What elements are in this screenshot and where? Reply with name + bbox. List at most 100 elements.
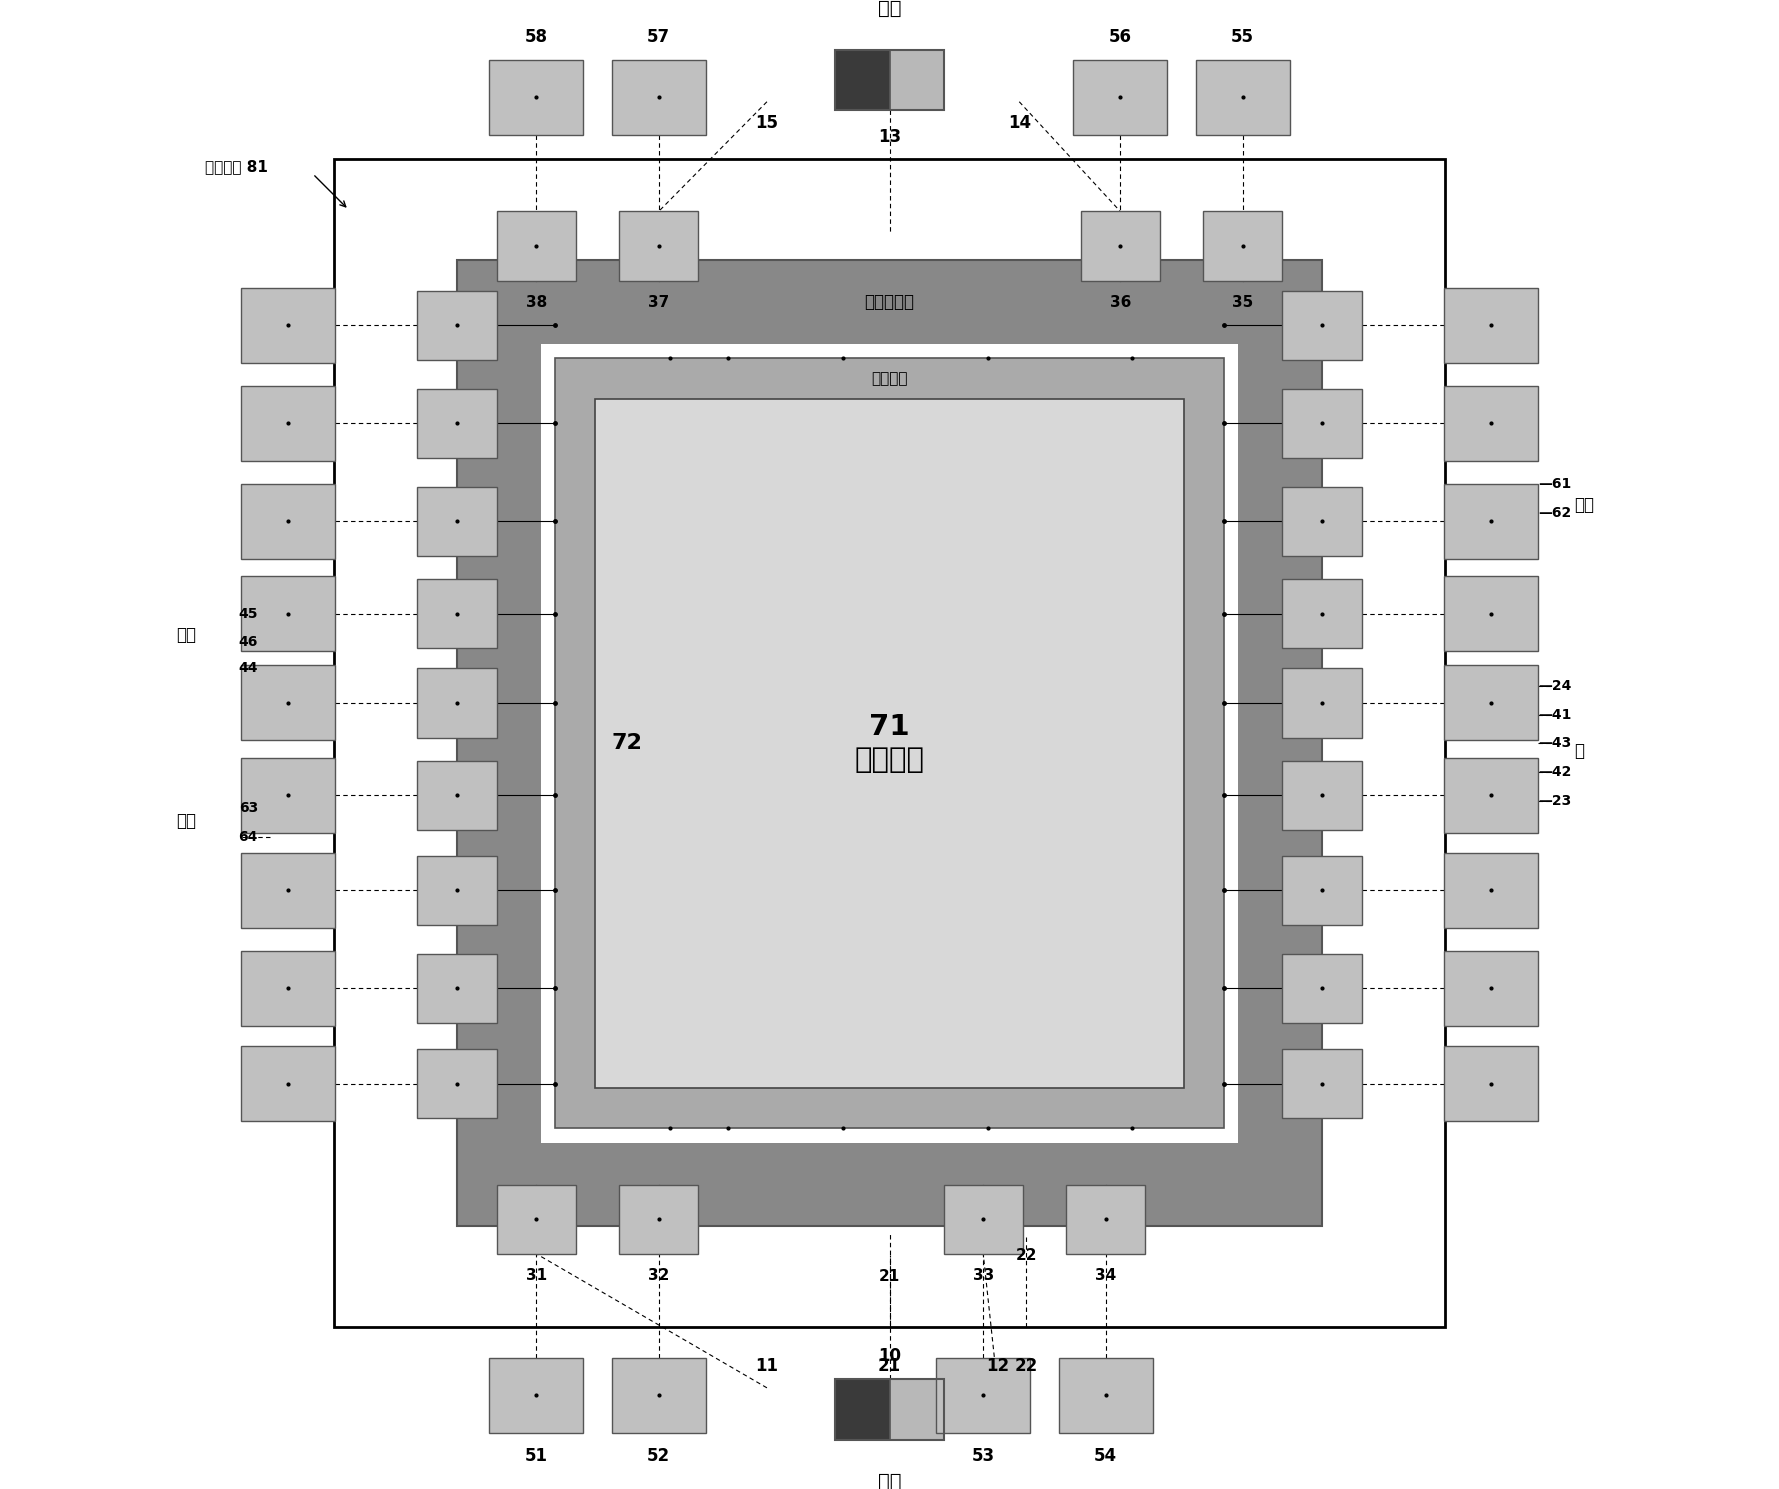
Bar [242,386,334,460]
Text: 电源级电路: 电源级电路 [865,293,914,311]
Bar [836,49,943,110]
Bar [242,853,334,928]
Bar [1445,576,1537,651]
Bar [242,287,334,363]
Bar [1445,853,1537,928]
Text: —62: —62 [1539,506,1571,520]
Bar [334,159,1445,1327]
Text: 21: 21 [879,1269,900,1285]
Bar [1283,579,1361,648]
Bar [418,669,496,737]
Bar [496,1185,576,1254]
Text: —43: —43 [1539,737,1571,750]
Bar [1445,287,1537,363]
Bar [1283,856,1361,925]
Text: 输出: 输出 [176,812,196,831]
Text: 电源: 电源 [176,627,196,645]
Bar [619,211,699,280]
Bar [1283,669,1361,737]
Bar [1283,389,1361,459]
Bar [1059,1358,1153,1432]
Bar [1445,386,1537,460]
Bar [1203,211,1283,280]
Bar [836,1379,890,1440]
Text: 64: 64 [238,829,258,844]
Text: 38: 38 [525,295,546,310]
Text: 36: 36 [1110,295,1131,310]
Bar [242,951,334,1026]
Text: 12: 12 [986,1356,1009,1376]
Bar [1283,761,1361,829]
Bar [242,758,334,832]
Text: 45: 45 [238,606,258,621]
Text: 55: 55 [1231,27,1254,46]
Bar [1445,1047,1537,1121]
Text: 地级电路: 地级电路 [872,371,907,386]
Bar [1066,1185,1146,1254]
Bar [242,484,334,558]
Bar [1283,290,1361,360]
Text: 13: 13 [879,128,900,146]
Text: 37: 37 [648,295,669,310]
Bar [1283,954,1361,1023]
Text: 71
集成电路: 71 集成电路 [854,713,925,774]
Bar [496,211,576,280]
Bar [418,856,496,925]
Bar [418,954,496,1023]
Bar [457,261,1322,1227]
Bar [890,1379,943,1440]
Text: 51: 51 [525,1447,548,1465]
Text: 34: 34 [1096,1269,1117,1284]
Text: 31: 31 [525,1269,546,1284]
Text: 33: 33 [973,1269,994,1284]
Bar [596,399,1183,1088]
Bar [555,359,1224,1129]
Bar [242,1047,334,1121]
Text: 封装结构 81: 封装结构 81 [205,159,267,174]
Text: 10: 10 [879,1346,900,1365]
Text: 56: 56 [1108,27,1131,46]
Bar [541,344,1238,1142]
Text: 52: 52 [648,1447,671,1465]
Bar [619,1185,699,1254]
Bar [1080,211,1160,280]
Bar [1445,484,1537,558]
Bar [936,1358,1030,1432]
Bar [596,399,1183,1088]
Text: 14: 14 [1007,115,1030,133]
Text: 11: 11 [756,1356,779,1376]
Text: 57: 57 [648,27,671,46]
Bar [890,49,943,110]
Text: —24: —24 [1539,679,1571,692]
Text: 54: 54 [1094,1447,1117,1465]
Text: —42: —42 [1539,765,1571,779]
Bar [242,666,334,740]
Bar [242,576,334,651]
Text: 22: 22 [1014,1356,1039,1376]
Text: 地: 地 [1574,742,1585,759]
Text: 输入: 输入 [1574,496,1594,515]
Text: 58: 58 [525,27,548,46]
Text: —23: —23 [1539,794,1571,809]
Bar [943,1185,1023,1254]
Bar [418,761,496,829]
Bar [418,389,496,459]
Bar [612,60,706,135]
Bar [836,49,890,110]
Bar [418,1050,496,1118]
Text: 46: 46 [238,636,258,649]
Bar [1445,666,1537,740]
Bar [1283,487,1361,555]
Bar [1445,758,1537,832]
Bar [1195,60,1290,135]
Text: 44: 44 [238,661,258,676]
Text: 32: 32 [648,1269,669,1284]
Text: 53: 53 [971,1447,994,1465]
Text: 电容: 电容 [877,1471,902,1489]
Text: —61: —61 [1539,476,1571,491]
Bar [836,1379,943,1440]
Text: 电阵: 电阵 [877,0,902,18]
Bar [1445,951,1537,1026]
Bar [612,1358,706,1432]
Text: 35: 35 [1233,295,1254,310]
